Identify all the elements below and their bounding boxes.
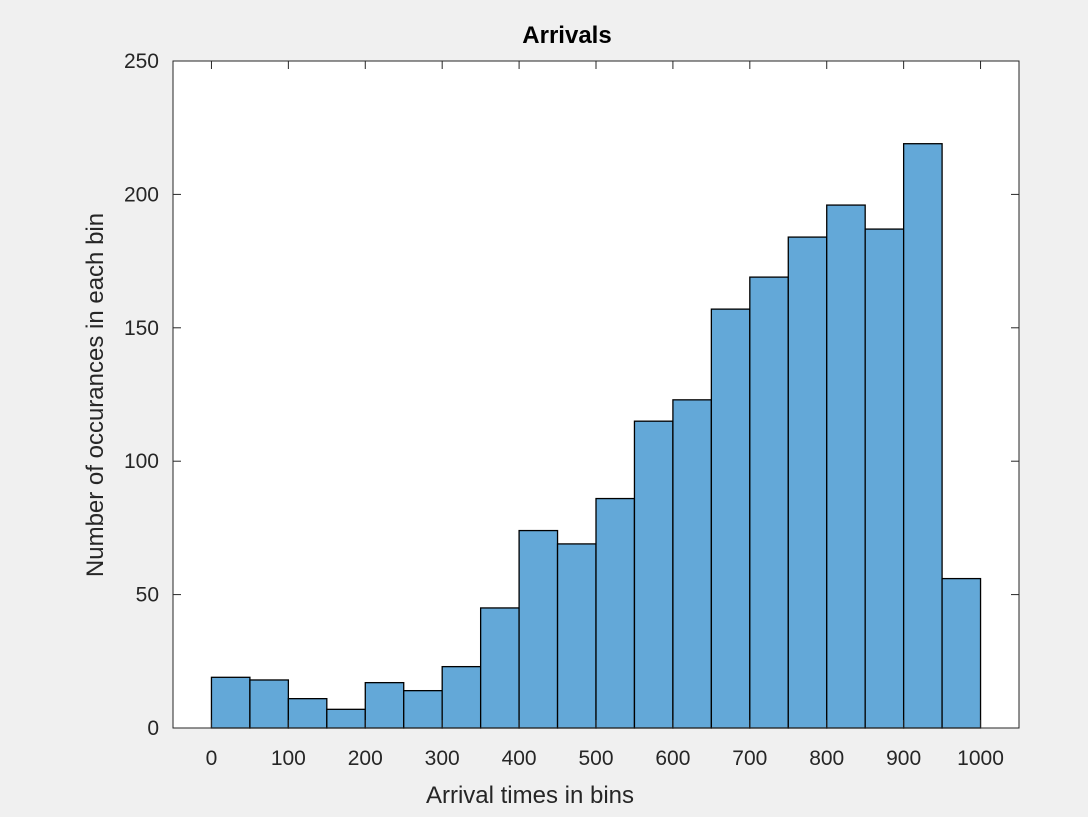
histogram-bar — [441, 665, 482, 729]
histogram-bar — [556, 543, 597, 729]
x-tick-labels: 0 100 200 300 400 500 600 700 800 900 1000 — [206, 747, 1004, 770]
histogram-bar — [595, 497, 636, 729]
y-tick-label: 250 — [124, 50, 159, 73]
y-tick-label: 50 — [136, 584, 159, 607]
histogram-bar — [364, 681, 405, 729]
histogram-bar — [479, 607, 520, 729]
histogram-bar — [672, 399, 713, 729]
x-tick-label: 0 — [206, 747, 218, 770]
histogram-bar — [210, 676, 251, 729]
histogram-bars — [210, 143, 982, 729]
histogram-bar — [749, 276, 789, 729]
x-tick-label: 400 — [502, 747, 537, 770]
histogram-bar — [902, 143, 943, 729]
x-tick-label: 300 — [425, 747, 460, 770]
y-tick-label: 150 — [124, 317, 159, 340]
histogram-bar — [403, 689, 443, 729]
histogram-bar — [518, 529, 559, 729]
y-axis-label: Number of occurances in each bin — [82, 213, 109, 577]
histogram-bar — [287, 698, 328, 729]
histogram-bar — [633, 420, 674, 729]
x-tick-label: 700 — [732, 747, 767, 770]
x-tick-label: 200 — [348, 747, 383, 770]
x-tick-label: 500 — [578, 747, 613, 770]
y-tick-label: 0 — [147, 717, 159, 740]
x-tick-label: 900 — [886, 747, 921, 770]
histogram-bar — [326, 708, 366, 729]
histogram-bar — [941, 577, 982, 729]
x-tick-label: 800 — [809, 747, 844, 770]
x-tick-label: 1000 — [957, 747, 1004, 770]
histogram-bar — [826, 204, 866, 729]
histogram-bar — [864, 228, 905, 729]
axes-frame — [172, 60, 1020, 729]
y-tick-label: 100 — [124, 450, 159, 473]
x-tick-label: 600 — [655, 747, 690, 770]
chart-title: Arrivals — [522, 22, 611, 49]
x-axis-label: Arrival times in bins — [426, 782, 634, 809]
x-tick-label: 100 — [271, 747, 306, 770]
y-tick-label: 200 — [124, 183, 159, 206]
histogram-bar — [710, 308, 751, 729]
histogram-bar — [787, 236, 828, 729]
y-tick-labels: 0 50 100 150 200 250 — [124, 50, 159, 740]
histogram-bar — [249, 679, 290, 729]
